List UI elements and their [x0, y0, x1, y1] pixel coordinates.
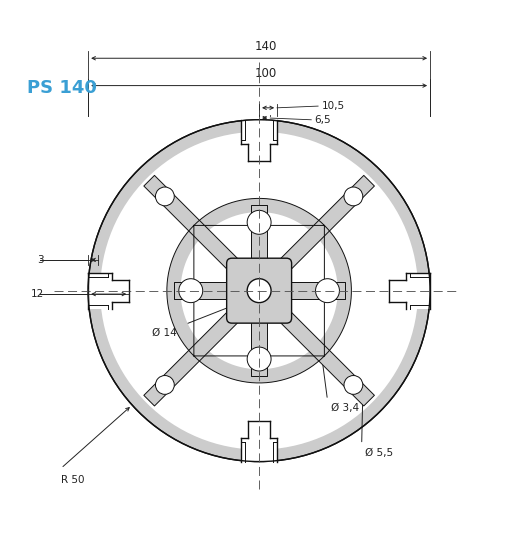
Text: 140: 140 — [255, 40, 277, 53]
FancyBboxPatch shape — [227, 258, 292, 323]
Text: 10,5: 10,5 — [322, 101, 344, 111]
Text: Ø 5,5: Ø 5,5 — [365, 448, 393, 458]
Text: 12: 12 — [30, 289, 44, 299]
Text: 6,5: 6,5 — [314, 115, 331, 125]
Polygon shape — [194, 198, 325, 235]
Polygon shape — [167, 225, 204, 356]
Polygon shape — [315, 225, 352, 356]
Circle shape — [344, 187, 363, 206]
Circle shape — [155, 187, 174, 206]
Polygon shape — [194, 346, 325, 383]
Circle shape — [179, 279, 203, 302]
Polygon shape — [241, 420, 277, 461]
Polygon shape — [88, 273, 129, 309]
Circle shape — [247, 347, 271, 371]
Circle shape — [155, 376, 174, 394]
Text: 3: 3 — [37, 255, 44, 265]
Polygon shape — [144, 176, 249, 280]
Polygon shape — [278, 283, 344, 299]
Text: PS 140: PS 140 — [27, 79, 97, 97]
Polygon shape — [251, 205, 267, 271]
Text: Ø 3,4: Ø 3,4 — [331, 403, 359, 413]
Circle shape — [247, 211, 271, 234]
Circle shape — [100, 132, 418, 450]
Polygon shape — [269, 176, 374, 280]
Text: 100: 100 — [255, 68, 277, 80]
Polygon shape — [241, 120, 277, 161]
Circle shape — [315, 279, 339, 302]
Circle shape — [247, 279, 271, 302]
Polygon shape — [389, 273, 430, 309]
Text: Ø 14: Ø 14 — [152, 329, 177, 338]
Polygon shape — [251, 310, 267, 376]
Circle shape — [88, 120, 430, 461]
Text: R 50: R 50 — [61, 475, 84, 485]
Polygon shape — [174, 283, 240, 299]
Polygon shape — [144, 301, 249, 406]
Circle shape — [344, 376, 363, 394]
Polygon shape — [269, 301, 374, 406]
